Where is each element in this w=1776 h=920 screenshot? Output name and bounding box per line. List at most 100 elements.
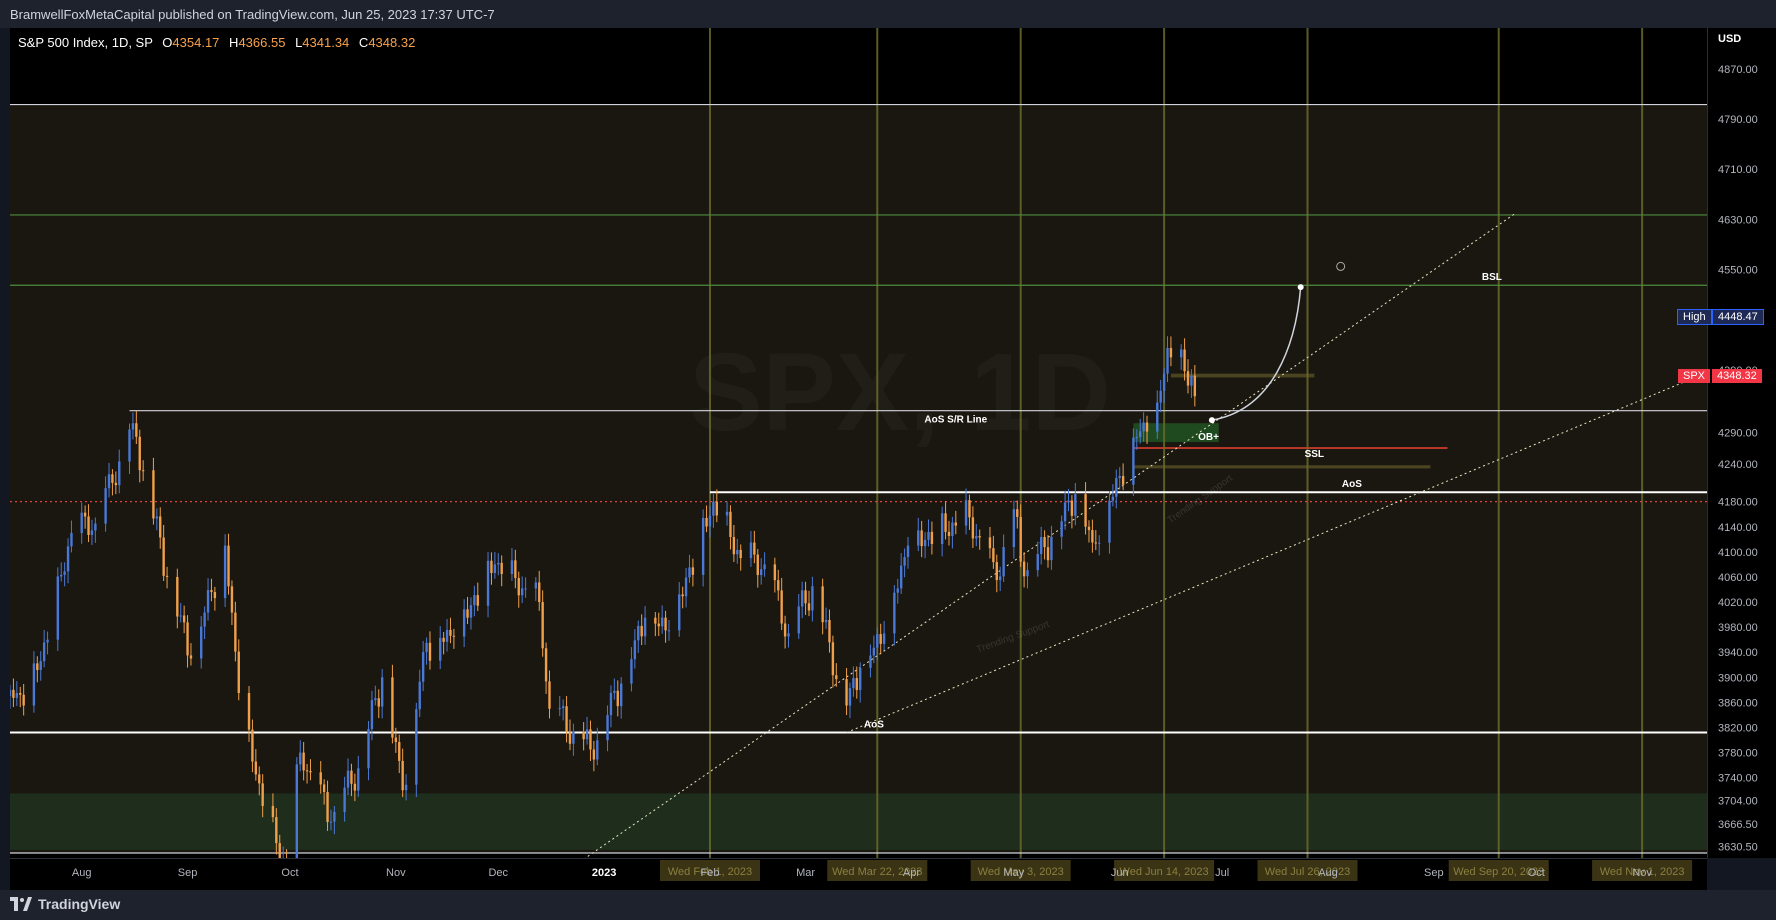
y-tick-label-0: 4870.00 bbox=[1718, 64, 1758, 76]
open-value: 4354.17 bbox=[172, 35, 220, 50]
candle-body bbox=[374, 698, 377, 701]
x-tick-label-8: Apr bbox=[903, 867, 920, 879]
candle-body bbox=[12, 689, 15, 698]
zone-1 bbox=[10, 793, 1707, 850]
candle-body bbox=[1186, 371, 1190, 386]
candle-body bbox=[729, 511, 732, 538]
candle-body bbox=[514, 560, 517, 579]
candle-body bbox=[1108, 500, 1111, 543]
y-tick-label-13: 4020.00 bbox=[1718, 597, 1758, 609]
candle-body bbox=[1179, 349, 1183, 358]
candle-body bbox=[807, 603, 811, 611]
candle-body bbox=[36, 663, 39, 671]
candle-body bbox=[739, 549, 742, 559]
candle-body bbox=[210, 590, 213, 593]
published-text: BramwellFoxMetaCapital published on Trad… bbox=[10, 7, 495, 22]
candle-body bbox=[60, 574, 63, 577]
y-tick-label-7: 4290.00 bbox=[1718, 428, 1758, 440]
candle-body bbox=[701, 517, 705, 575]
candle-body bbox=[876, 634, 879, 648]
low-value: 4341.34 bbox=[302, 35, 350, 50]
candle-body bbox=[107, 474, 111, 489]
candle-body bbox=[654, 617, 657, 624]
candle-body bbox=[258, 774, 261, 784]
candle-body bbox=[46, 639, 49, 643]
date-label-box-4 bbox=[1257, 860, 1358, 881]
candle-body bbox=[811, 586, 814, 611]
candle-body bbox=[80, 512, 83, 534]
x-tick-label-9: May bbox=[1003, 867, 1024, 879]
candle-body bbox=[882, 633, 886, 644]
candle-body bbox=[804, 590, 807, 604]
candle-body bbox=[159, 516, 162, 538]
candle-body bbox=[165, 575, 169, 577]
tradingview-logo[interactable]: TradingView bbox=[10, 896, 120, 912]
price-axis[interactable] bbox=[1707, 28, 1776, 858]
candle-body bbox=[1193, 375, 1197, 397]
candle-body bbox=[152, 470, 155, 519]
candle-body bbox=[469, 605, 473, 618]
candle-body bbox=[118, 461, 121, 486]
candle-body bbox=[712, 501, 715, 516]
last-price-symbol-badge: SPX bbox=[1678, 369, 1711, 383]
candle-body bbox=[493, 564, 497, 573]
candle-body bbox=[548, 681, 551, 709]
candle-body bbox=[872, 647, 876, 656]
date-label-box-6 bbox=[1592, 860, 1693, 881]
candle-body bbox=[56, 576, 59, 640]
date-label-3: Wed Jun 14, 2023 bbox=[1120, 866, 1209, 878]
x-tick-label-15: Nov bbox=[1632, 867, 1652, 879]
candle-body bbox=[893, 592, 896, 634]
candle-body bbox=[787, 633, 790, 637]
candle-body bbox=[155, 516, 159, 519]
candle-body bbox=[845, 679, 848, 706]
candle-body bbox=[749, 542, 753, 559]
candle-body bbox=[104, 488, 107, 524]
candle-body bbox=[213, 592, 217, 599]
candle-body bbox=[964, 500, 968, 526]
candle-body bbox=[415, 709, 418, 785]
candle-body bbox=[391, 677, 394, 738]
candle-body bbox=[111, 474, 114, 483]
candle-body bbox=[1098, 542, 1101, 544]
candle-body bbox=[1183, 349, 1186, 372]
currency-label[interactable]: USD bbox=[1718, 33, 1742, 45]
candle-body bbox=[299, 752, 302, 765]
date-label-box-3 bbox=[1114, 860, 1215, 881]
candle-body bbox=[678, 594, 681, 631]
candle-body bbox=[582, 731, 585, 740]
candle-body bbox=[32, 663, 36, 706]
candle-body bbox=[394, 737, 398, 743]
candle-body bbox=[333, 811, 336, 822]
candle-body bbox=[462, 609, 466, 637]
candle-body bbox=[94, 523, 97, 531]
candle-body bbox=[343, 787, 346, 812]
zone-5 bbox=[1170, 373, 1315, 378]
candle-body bbox=[176, 576, 179, 617]
candle-body bbox=[1050, 536, 1053, 561]
y-tick-label-10: 4140.00 bbox=[1718, 522, 1758, 534]
candle-body bbox=[609, 692, 613, 716]
candle-body bbox=[15, 692, 19, 698]
candle-body bbox=[541, 602, 544, 649]
date-label-box-5 bbox=[1448, 860, 1549, 881]
date-label-5: Wed Sep 20, 2023 bbox=[1453, 866, 1544, 878]
candle-body bbox=[1094, 542, 1098, 544]
candle-body bbox=[1063, 502, 1067, 522]
candle-body bbox=[848, 688, 852, 706]
candle-body bbox=[90, 530, 94, 535]
projection-path bbox=[1211, 287, 1302, 421]
candle-body bbox=[520, 588, 524, 596]
candle-body bbox=[329, 821, 333, 823]
candle-body bbox=[466, 609, 469, 618]
level-label-4: AoS bbox=[1342, 479, 1362, 490]
y-tick-label-16: 3900.00 bbox=[1718, 672, 1758, 684]
candle-body bbox=[1162, 373, 1166, 391]
date-label-box-0 bbox=[659, 860, 760, 881]
candle-body bbox=[667, 630, 671, 632]
candle-body bbox=[439, 637, 442, 661]
y-tick-label-1: 4790.00 bbox=[1718, 114, 1758, 126]
candle-body bbox=[978, 536, 981, 538]
candle-body bbox=[524, 588, 527, 590]
